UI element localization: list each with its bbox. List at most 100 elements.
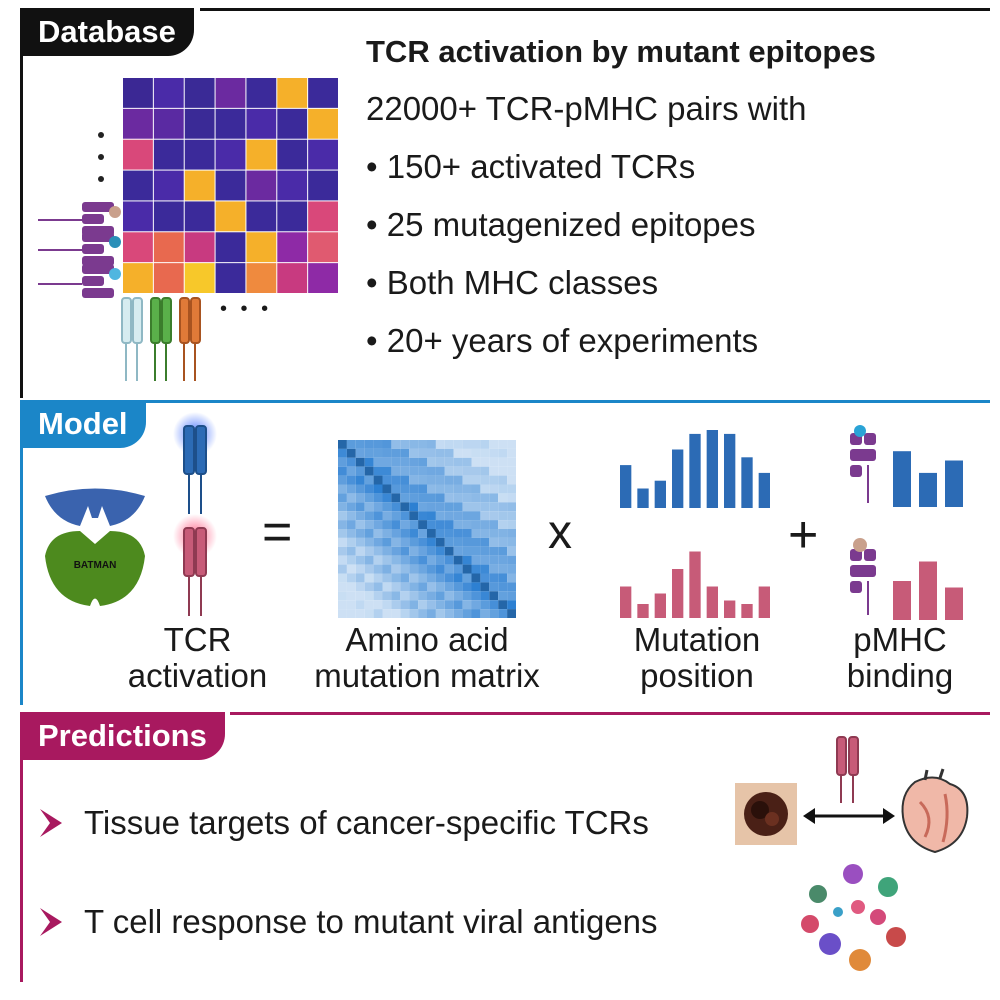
heatmap-cell <box>153 232 184 263</box>
matrix-cell <box>391 591 401 601</box>
matrix-cell <box>489 600 499 610</box>
matrix-cell <box>444 609 454 618</box>
matrix-cell <box>480 448 490 458</box>
matrix-cell <box>435 582 445 592</box>
matrix-cell <box>346 529 356 538</box>
matrix-cell <box>338 591 347 601</box>
matrix-cell <box>498 466 508 476</box>
matrix-cell <box>427 573 436 583</box>
matrix-cell <box>444 484 454 494</box>
matrix-cell <box>364 440 374 449</box>
pmhc-pink-icon <box>850 538 876 615</box>
matrix-cell <box>418 564 427 574</box>
matrix-cell <box>444 564 454 574</box>
heatmap-cell <box>246 201 277 232</box>
matrix-cell <box>382 609 392 618</box>
model-tab: Model <box>20 400 146 448</box>
heatmap-cell <box>184 263 215 293</box>
matrix-cell <box>418 466 427 476</box>
matrix-cell <box>382 529 392 538</box>
matrix-cell <box>355 484 365 494</box>
matrix-cell <box>489 448 499 458</box>
matrix-cell <box>444 511 454 521</box>
matrix-cell <box>338 511 347 521</box>
matrix-cell <box>498 511 508 521</box>
matrix-cell <box>507 609 516 618</box>
matrix-cell <box>400 564 410 574</box>
matrix-cell <box>364 537 374 547</box>
matrix-cell <box>489 564 499 574</box>
heatmap-cell <box>277 232 308 263</box>
tcr-pink-small-icon <box>836 736 859 803</box>
matrix-cell <box>462 537 472 547</box>
matrix-cell <box>507 502 516 512</box>
arrow-bullet-icon <box>40 908 62 936</box>
tumor-tissue-icon <box>735 783 797 845</box>
matrix-cell <box>489 493 499 503</box>
heatmap-cell <box>215 170 246 201</box>
matrix-cell <box>409 600 419 610</box>
matrix-cell <box>489 440 499 449</box>
matrix-cell <box>462 475 472 485</box>
matrix-cell <box>498 520 508 529</box>
matrix-cell <box>409 475 419 485</box>
label-amino-acid-matrix: Amino acid mutation matrix <box>296 622 558 694</box>
matrix-cell <box>507 475 516 485</box>
matrix-cell <box>400 520 410 529</box>
bar <box>893 451 911 507</box>
matrix-cell <box>338 440 347 449</box>
matrix-cell <box>471 609 481 618</box>
matrix-cell <box>400 475 410 485</box>
matrix-cell <box>355 582 365 592</box>
bullet-item: 25 mutagenized epitopes <box>366 206 756 244</box>
matrix-cell <box>355 564 365 574</box>
matrix-cell <box>346 564 356 574</box>
label-line: Amino acid <box>345 621 509 658</box>
matrix-cell <box>489 582 499 592</box>
matrix-cell <box>498 484 508 494</box>
bar <box>654 480 666 508</box>
predictions-border-left <box>20 712 23 982</box>
matrix-cell <box>400 484 410 494</box>
label-line: binding <box>846 657 954 694</box>
bar <box>758 472 770 508</box>
matrix-cell <box>427 600 436 610</box>
matrix-cell <box>462 564 472 574</box>
matrix-cell <box>453 537 463 547</box>
heatmap-cell <box>277 139 308 170</box>
matrix-cell <box>418 537 427 547</box>
matrix-cell <box>471 466 481 476</box>
matrix-cell <box>346 511 356 521</box>
model-border-top <box>140 400 990 403</box>
heatmap-cell <box>153 201 184 232</box>
matrix-cell <box>453 457 463 467</box>
matrix-cell <box>471 582 481 592</box>
matrix-cell <box>382 511 392 521</box>
matrix-cell <box>444 466 454 476</box>
matrix-cell <box>338 573 347 583</box>
matrix-cell <box>373 537 383 547</box>
matrix-cell <box>364 511 374 521</box>
matrix-cell <box>462 546 472 556</box>
matrix-cell <box>373 448 383 458</box>
label-line: Mutation <box>633 621 761 658</box>
matrix-cell <box>346 475 356 485</box>
matrix-cell <box>418 573 427 583</box>
tcr-blue-icon <box>173 412 217 514</box>
heatmap-cell <box>308 139 338 170</box>
matrix-cell <box>435 466 445 476</box>
matrix-cell <box>409 591 419 601</box>
matrix-cell <box>498 600 508 610</box>
matrix-cell <box>373 529 383 538</box>
matrix-cell <box>382 591 392 601</box>
matrix-cell <box>364 493 374 503</box>
matrix-cell <box>489 609 499 618</box>
matrix-cell <box>382 493 392 503</box>
matrix-cell <box>355 591 365 601</box>
matrix-cell <box>338 448 347 458</box>
tcr-column-icons <box>121 297 201 381</box>
matrix-cell <box>373 573 383 583</box>
matrix-cell <box>453 582 463 592</box>
matrix-cell <box>444 529 454 538</box>
matrix-cell <box>346 466 356 476</box>
